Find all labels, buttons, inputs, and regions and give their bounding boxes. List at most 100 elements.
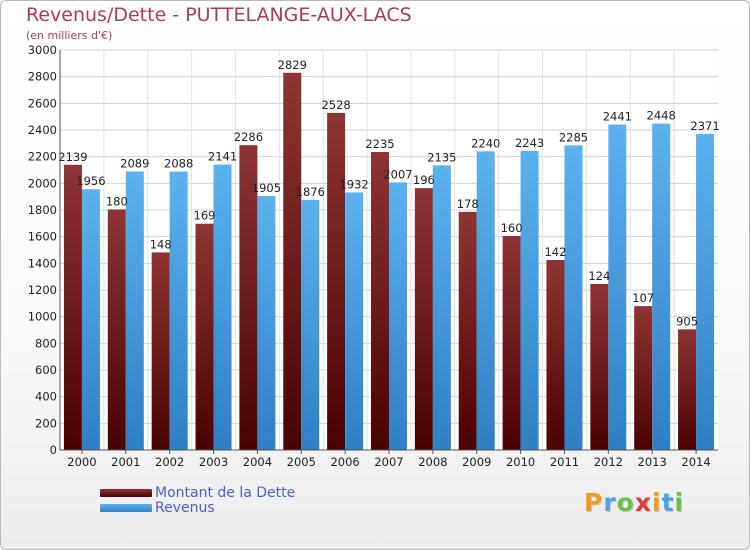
chart-subtitle: (en milliers d'€) <box>26 29 113 42</box>
legend-item-debt: Montant de la Dette <box>100 485 350 501</box>
data-label-dette: 905 <box>676 314 698 328</box>
data-label-dette: 169 <box>194 209 216 223</box>
y-tick-label: 2400 <box>28 123 57 137</box>
logo-letter: r <box>603 488 617 517</box>
bar-dette <box>414 188 433 450</box>
bar-dette <box>546 260 565 450</box>
x-tick-label: 2005 <box>287 455 316 469</box>
bar-revenus <box>564 145 583 451</box>
legend-label-debt: Montant de la Dette <box>155 485 296 501</box>
y-tick-label: 1800 <box>28 203 57 217</box>
data-label-dette: 124 <box>588 269 610 283</box>
data-label-dette: 2286 <box>234 130 263 144</box>
logo-letter: o <box>616 488 635 517</box>
x-tick-label: 2011 <box>550 455 579 469</box>
data-label-dette: 107 <box>632 291 654 305</box>
bar-dette <box>634 306 653 450</box>
legend-swatch-revenus <box>100 504 152 512</box>
bar-revenus <box>257 196 276 450</box>
y-tick-label: 800 <box>35 336 57 350</box>
bar-dette <box>371 152 389 450</box>
bar-dette <box>458 211 477 450</box>
y-tick-label: 1200 <box>28 283 57 297</box>
x-tick-label: 2003 <box>199 455 228 469</box>
bar-revenus <box>608 124 627 451</box>
data-label-dette: 2528 <box>321 98 350 112</box>
x-tick-label: 2009 <box>462 455 491 469</box>
legend-swatch-debt <box>100 489 152 497</box>
bar-revenus <box>652 123 671 450</box>
y-tick-label: 1600 <box>28 230 57 244</box>
bar-dette <box>195 223 214 450</box>
bar-revenus <box>432 165 451 451</box>
bar-dette <box>107 209 126 450</box>
proxiti-logo: Proxiti <box>584 488 684 517</box>
data-label-revenus: 2141 <box>208 150 237 164</box>
y-tick-label: 1400 <box>28 256 57 270</box>
bar-revenus <box>476 151 495 451</box>
logo-letter: x <box>634 488 652 517</box>
bar-revenus <box>389 182 407 450</box>
data-label-dette: 2235 <box>365 137 394 151</box>
bar-dette <box>151 252 170 450</box>
data-label-revenus: 2285 <box>559 130 588 144</box>
data-label-dette: 196 <box>413 173 435 187</box>
data-label-dette: 160 <box>501 221 523 235</box>
data-label-dette: 178 <box>457 197 479 211</box>
y-tick-label: 0 <box>50 443 57 457</box>
bar-dette <box>327 112 346 450</box>
bar-dette <box>283 72 302 451</box>
data-label-revenus: 2448 <box>647 109 676 123</box>
y-tick-label: 400 <box>35 390 57 404</box>
logo-letter: i <box>652 488 662 517</box>
x-tick-label: 2004 <box>243 455 272 469</box>
bar-dette <box>239 145 258 450</box>
data-label-revenus: 2240 <box>471 136 500 150</box>
data-label-revenus: 2088 <box>164 157 193 171</box>
y-tick-label: 3000 <box>28 43 57 57</box>
x-tick-label: 2006 <box>330 455 359 469</box>
bar-revenus <box>520 150 539 450</box>
data-label-revenus: 2135 <box>427 150 456 164</box>
data-label-dette: 2139 <box>58 150 87 164</box>
bar-dette <box>678 329 697 450</box>
data-label-dette: 142 <box>544 245 566 259</box>
y-tick-label: 200 <box>35 416 57 430</box>
data-label-revenus: 1905 <box>252 181 281 195</box>
data-label-revenus: 2371 <box>690 119 719 133</box>
x-tick-label: 2014 <box>681 455 710 469</box>
data-label-revenus: 1932 <box>339 177 368 191</box>
y-tick-label: 2000 <box>28 176 57 190</box>
y-tick-label: 2600 <box>28 96 57 110</box>
legend-label-revenus: Revenus <box>155 500 215 516</box>
logo-letter: i <box>674 488 685 517</box>
y-tick-label: 600 <box>35 363 57 377</box>
bar-revenus <box>169 171 188 450</box>
y-tick-label: 2200 <box>28 150 57 164</box>
chart-title: Revenus/Dette - PUTTELANGE-AUX-LACS <box>26 4 412 26</box>
x-tick-label: 2010 <box>506 455 535 469</box>
legend-item-revenus: Revenus <box>100 500 350 516</box>
y-tick-label: 2800 <box>28 70 57 84</box>
data-label-revenus: 1956 <box>76 174 105 188</box>
x-tick-label: 2001 <box>111 455 140 469</box>
x-tick-label: 2000 <box>67 455 96 469</box>
y-tick-label: 1000 <box>28 310 57 324</box>
x-tick-label: 2007 <box>374 455 403 469</box>
data-label-dette: 2829 <box>278 58 307 72</box>
data-label-revenus: 2007 <box>383 167 412 181</box>
bar-dette <box>590 284 609 450</box>
data-label-revenus: 1876 <box>296 185 325 199</box>
x-tick-label: 2012 <box>594 455 623 469</box>
data-label-dette: 180 <box>106 194 128 208</box>
x-tick-label: 2008 <box>418 455 447 469</box>
x-tick-label: 2013 <box>638 455 667 469</box>
data-label-revenus: 2441 <box>603 110 632 124</box>
bar-revenus <box>81 189 100 450</box>
bar-revenus <box>345 192 364 450</box>
bar-dette <box>63 164 82 451</box>
bar-revenus <box>696 133 715 450</box>
bar-revenus <box>213 164 232 451</box>
logo-letter: P <box>584 488 604 517</box>
